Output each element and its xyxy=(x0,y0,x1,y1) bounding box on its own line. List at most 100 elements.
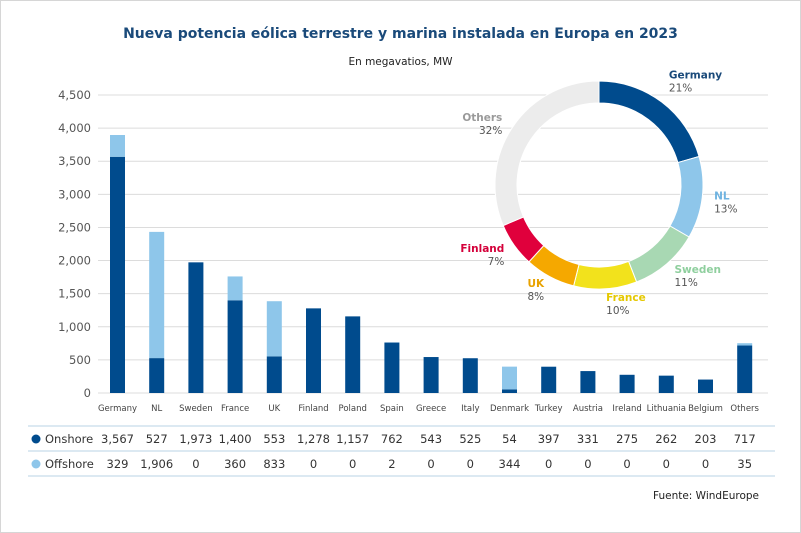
bar-onshore xyxy=(580,371,596,393)
y-tick-label: 500 xyxy=(69,353,91,367)
table-cell: 1,157 xyxy=(336,432,369,446)
bar-onshore xyxy=(266,356,282,393)
category-labels: Germany NL Sweden France UK Finland Poland Spai… xyxy=(98,404,760,414)
bar-onshore xyxy=(737,345,753,393)
y-tick-label: 2,500 xyxy=(58,220,91,234)
bar-offshore xyxy=(502,366,517,390)
bar-onshore xyxy=(384,342,400,393)
table-cell: 762 xyxy=(381,432,403,446)
donut-slice xyxy=(669,155,704,238)
category-label: France xyxy=(221,404,249,414)
legend-swatch xyxy=(31,434,41,444)
donut-slice-label: Finland xyxy=(460,243,504,255)
chart-subtitle: En megavatios, MW xyxy=(348,56,453,68)
table-cell: 525 xyxy=(459,432,481,446)
table-cell: 553 xyxy=(263,432,285,446)
category-label: Ireland xyxy=(612,404,641,414)
bar-onshore xyxy=(188,262,204,393)
table-cell: 0 xyxy=(192,457,199,471)
y-tick-label: 1,000 xyxy=(58,320,91,334)
donut-slice-pct: 10% xyxy=(606,305,629,317)
bar-onshore xyxy=(149,358,165,393)
table-cell: 833 xyxy=(263,457,285,471)
donut-slice-pct: 32% xyxy=(479,125,502,137)
table-cell: 3,567 xyxy=(101,432,134,446)
table-cell: 0 xyxy=(310,457,317,471)
table-cell: 344 xyxy=(499,457,521,471)
table-cell: 1,278 xyxy=(297,432,330,446)
table-cell: 0 xyxy=(584,457,591,471)
bar-offshore xyxy=(110,134,125,157)
bar-onshore xyxy=(227,300,243,393)
category-label: Sweden xyxy=(179,404,213,414)
category-label: Denmark xyxy=(490,404,529,414)
category-label: UK xyxy=(268,404,280,414)
table-cell: 0 xyxy=(349,457,356,471)
category-label: Italy xyxy=(461,404,479,414)
table-cell: 527 xyxy=(146,432,168,446)
table-cell: 331 xyxy=(577,432,599,446)
legend-swatch xyxy=(31,459,41,469)
donut-slice-pct: 7% xyxy=(488,256,505,268)
category-label: Finland xyxy=(298,404,328,414)
bar-offshore xyxy=(149,231,165,359)
table-cell: 0 xyxy=(623,457,630,471)
table-cell: 329 xyxy=(107,457,129,471)
table-cell: 0 xyxy=(467,457,474,471)
category-label: NL xyxy=(151,404,162,414)
y-tick-label: 2,000 xyxy=(58,254,91,268)
table-cell: 0 xyxy=(702,457,709,471)
bar-onshore xyxy=(306,308,321,393)
table-cell: 2 xyxy=(388,457,395,471)
y-tick-label: 3,000 xyxy=(58,187,91,201)
table-cell: 717 xyxy=(734,432,756,446)
category-label: Germany xyxy=(98,404,137,414)
y-tick-label: 3,500 xyxy=(58,154,91,168)
table-cell: 1,906 xyxy=(140,457,173,471)
table-cell: 35 xyxy=(737,457,752,471)
bar-offshore xyxy=(227,276,243,301)
bar-series xyxy=(110,134,753,393)
bar-onshore xyxy=(658,375,674,393)
table-cell: 0 xyxy=(545,457,552,471)
donut-slice xyxy=(494,80,600,227)
donut-slice-pct: 21% xyxy=(669,82,692,94)
category-label: Poland xyxy=(339,404,367,414)
bar-onshore xyxy=(541,366,557,393)
donut-slice xyxy=(573,260,638,290)
donut-slice-pct: 11% xyxy=(674,277,697,289)
y-axis: 0 500 1,000 1,500 2,000 2,500 3,000 3,500 4,000 4… xyxy=(58,88,91,400)
donut-slice-label: France xyxy=(606,292,646,304)
table-cell: 262 xyxy=(655,432,677,446)
table-cell: 397 xyxy=(538,432,560,446)
table-cell: 543 xyxy=(420,432,442,446)
bar-onshore xyxy=(462,358,478,393)
table-cell: 203 xyxy=(695,432,717,446)
category-label: Turkey xyxy=(534,404,563,414)
bar-onshore xyxy=(345,316,361,393)
bar-offshore xyxy=(266,301,282,357)
table-cell: 0 xyxy=(427,457,434,471)
bar-onshore xyxy=(423,357,439,393)
category-label: Belgium xyxy=(688,404,723,414)
chart-title: Nueva potencia eólica terrestre y marina… xyxy=(123,26,678,42)
bar-onshore xyxy=(110,156,125,393)
chart-source: Fuente: WindEurope xyxy=(653,490,759,502)
data-table: Onshore 3,567 527 1,973 1,400 553 1,278 1,157 76… xyxy=(28,425,775,477)
y-tick-label: 1,500 xyxy=(58,287,91,301)
table-cell: 360 xyxy=(224,457,246,471)
donut-slice-label: Germany xyxy=(669,69,722,81)
y-tick-label: 4,500 xyxy=(58,88,91,102)
donut-slice-pct: 8% xyxy=(527,291,544,303)
donut-slice-label: NL xyxy=(714,190,730,202)
donut-slice-label: Others xyxy=(462,112,502,124)
category-label: Greece xyxy=(416,404,446,414)
bar-offshore xyxy=(737,343,753,346)
category-label: Others xyxy=(730,404,759,414)
category-label: Lithuania xyxy=(647,404,686,414)
legend-label: Offshore xyxy=(45,457,94,471)
table-cell: 275 xyxy=(616,432,638,446)
table-cell: 1,973 xyxy=(179,432,212,446)
